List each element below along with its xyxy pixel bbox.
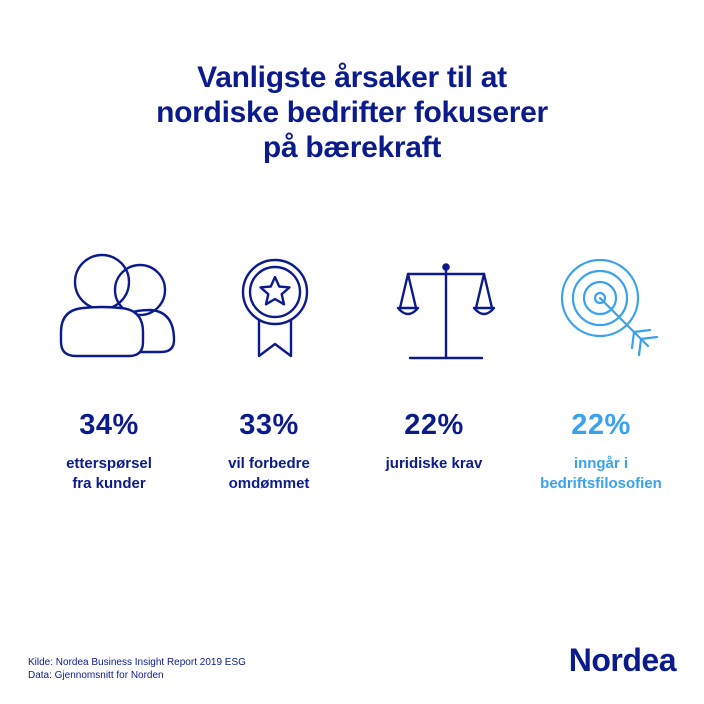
stat-percent: 22%: [404, 409, 464, 441]
data-line: Data: Gjennomsnitt for Norden: [28, 670, 164, 681]
stat-description: etterspørsel fra kunder: [29, 454, 189, 494]
people-icon: [59, 253, 176, 358]
award-ribbon-icon: [241, 258, 309, 358]
stat-customer-demand: 34% etterspørsel fra kunder: [29, 250, 189, 492]
stat-description-line-2: fra kunder: [72, 475, 146, 492]
stat-description: juridiske krav: [354, 454, 514, 474]
scales-icon: [396, 263, 496, 360]
title-line-2: nordiske bedrifter fokuserer: [156, 96, 548, 129]
target-arrow-icon: [560, 258, 659, 357]
source-note: Kilde: Nordea Business Insight Report 20…: [28, 656, 246, 682]
stat-description-line-1: vil forbedre: [228, 455, 310, 472]
stat-description-line-1: juridiske krav: [385, 455, 483, 472]
title-line-3: på bærekraft: [262, 131, 442, 164]
stat-corporate-philosophy: 22% inngår i bedriftsfilosofien: [521, 250, 681, 492]
stat-description-line-2: bedriftsfilosofien: [540, 475, 662, 492]
stat-percent: 33%: [239, 409, 299, 441]
stat-legal-requirements: 22% juridiske krav: [354, 250, 514, 472]
stat-reputation: 33% vil forbedre omdømmet: [189, 250, 349, 492]
stat-description-line-1: etterspørsel: [66, 455, 152, 472]
stat-percent: 34%: [79, 409, 139, 441]
stat-percent: 22%: [571, 409, 631, 441]
stat-description: inngår i bedriftsfilosofien: [521, 454, 681, 494]
stat-description-line-1: inngår i: [573, 455, 629, 472]
page-title: Vanligste årsaker til at nordiske bedrif…: [40, 60, 664, 165]
nordea-logo: Nordea: [568, 642, 677, 678]
stat-description: vil forbedre omdømmet: [189, 454, 349, 494]
title-line-1: Vanligste årsaker til at: [197, 61, 507, 94]
stat-description-line-2: omdømmet: [228, 475, 310, 492]
source-line: Kilde: Nordea Business Insight Report 20…: [28, 657, 246, 668]
